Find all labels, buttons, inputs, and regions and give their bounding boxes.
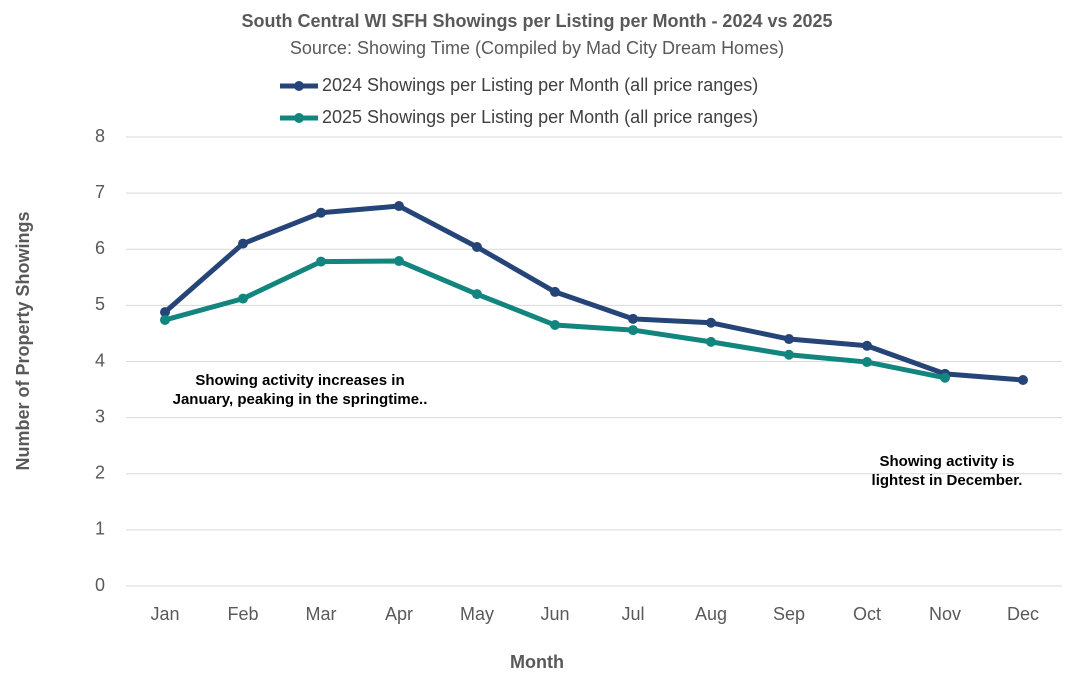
y-tick-label: 0 (95, 575, 105, 595)
data-point (550, 286, 560, 297)
data-point (1018, 375, 1028, 386)
data-point (316, 207, 326, 218)
series-line (163, 203, 1024, 383)
data-point (784, 349, 794, 360)
y-tick-label: 8 (95, 126, 105, 146)
data-point (394, 201, 404, 212)
x-tick-label: Feb (227, 604, 258, 624)
y-tick-label: 7 (95, 182, 105, 202)
annotation: lightest in December. (872, 472, 1023, 489)
x-tick-label: Mar (306, 604, 337, 624)
data-point (628, 313, 638, 324)
data-point (238, 293, 248, 304)
chart-title: South Central WI SFH Showings per Listin… (241, 11, 832, 31)
data-point (394, 256, 404, 267)
x-tick-label: Oct (853, 604, 881, 624)
data-point (550, 320, 560, 331)
x-tick-label: Jan (150, 604, 179, 624)
y-tick-label: 3 (95, 406, 105, 426)
data-point (706, 317, 716, 328)
y-tick-label: 1 (95, 519, 105, 539)
data-point (940, 372, 950, 383)
data-point (472, 242, 482, 253)
data-point (862, 357, 872, 368)
y-tick-label: 6 (95, 238, 105, 258)
y-tick-label: 4 (95, 350, 105, 370)
series-line (164, 258, 946, 381)
y-tick-label: 5 (95, 294, 105, 314)
data-point (628, 325, 638, 336)
x-tick-label: May (460, 604, 494, 624)
x-tick-label: Jul (621, 604, 644, 624)
data-point (238, 238, 248, 249)
data-point (160, 314, 170, 325)
x-tick-label: Apr (385, 604, 413, 624)
data-point (862, 340, 872, 351)
annotation: Showing activity increases in (195, 372, 404, 389)
annotation: Showing activity is (879, 453, 1014, 470)
legend-marker (294, 81, 304, 91)
legend-marker (294, 113, 304, 123)
legend-label: 2025 Showings per Listing per Month (all… (322, 107, 758, 127)
y-tick-label: 2 (95, 463, 105, 483)
data-point (706, 336, 716, 347)
y-axis-title: Number of Property Showings (13, 211, 33, 470)
x-tick-label: Jun (540, 604, 569, 624)
data-point (316, 256, 326, 267)
data-point (160, 307, 170, 318)
x-axis-title: Month (510, 652, 564, 672)
x-tick-label: Dec (1007, 604, 1039, 624)
x-tick-label: Sep (773, 604, 805, 624)
chart-subtitle: Source: Showing Time (Compiled by Mad Ci… (290, 38, 784, 58)
data-point (784, 334, 794, 345)
x-tick-label: Aug (695, 604, 727, 624)
data-point (472, 289, 482, 300)
annotation: January, peaking in the springtime.. (173, 391, 428, 408)
legend-label: 2024 Showings per Listing per Month (all… (322, 75, 758, 95)
x-tick-label: Nov (929, 604, 961, 624)
